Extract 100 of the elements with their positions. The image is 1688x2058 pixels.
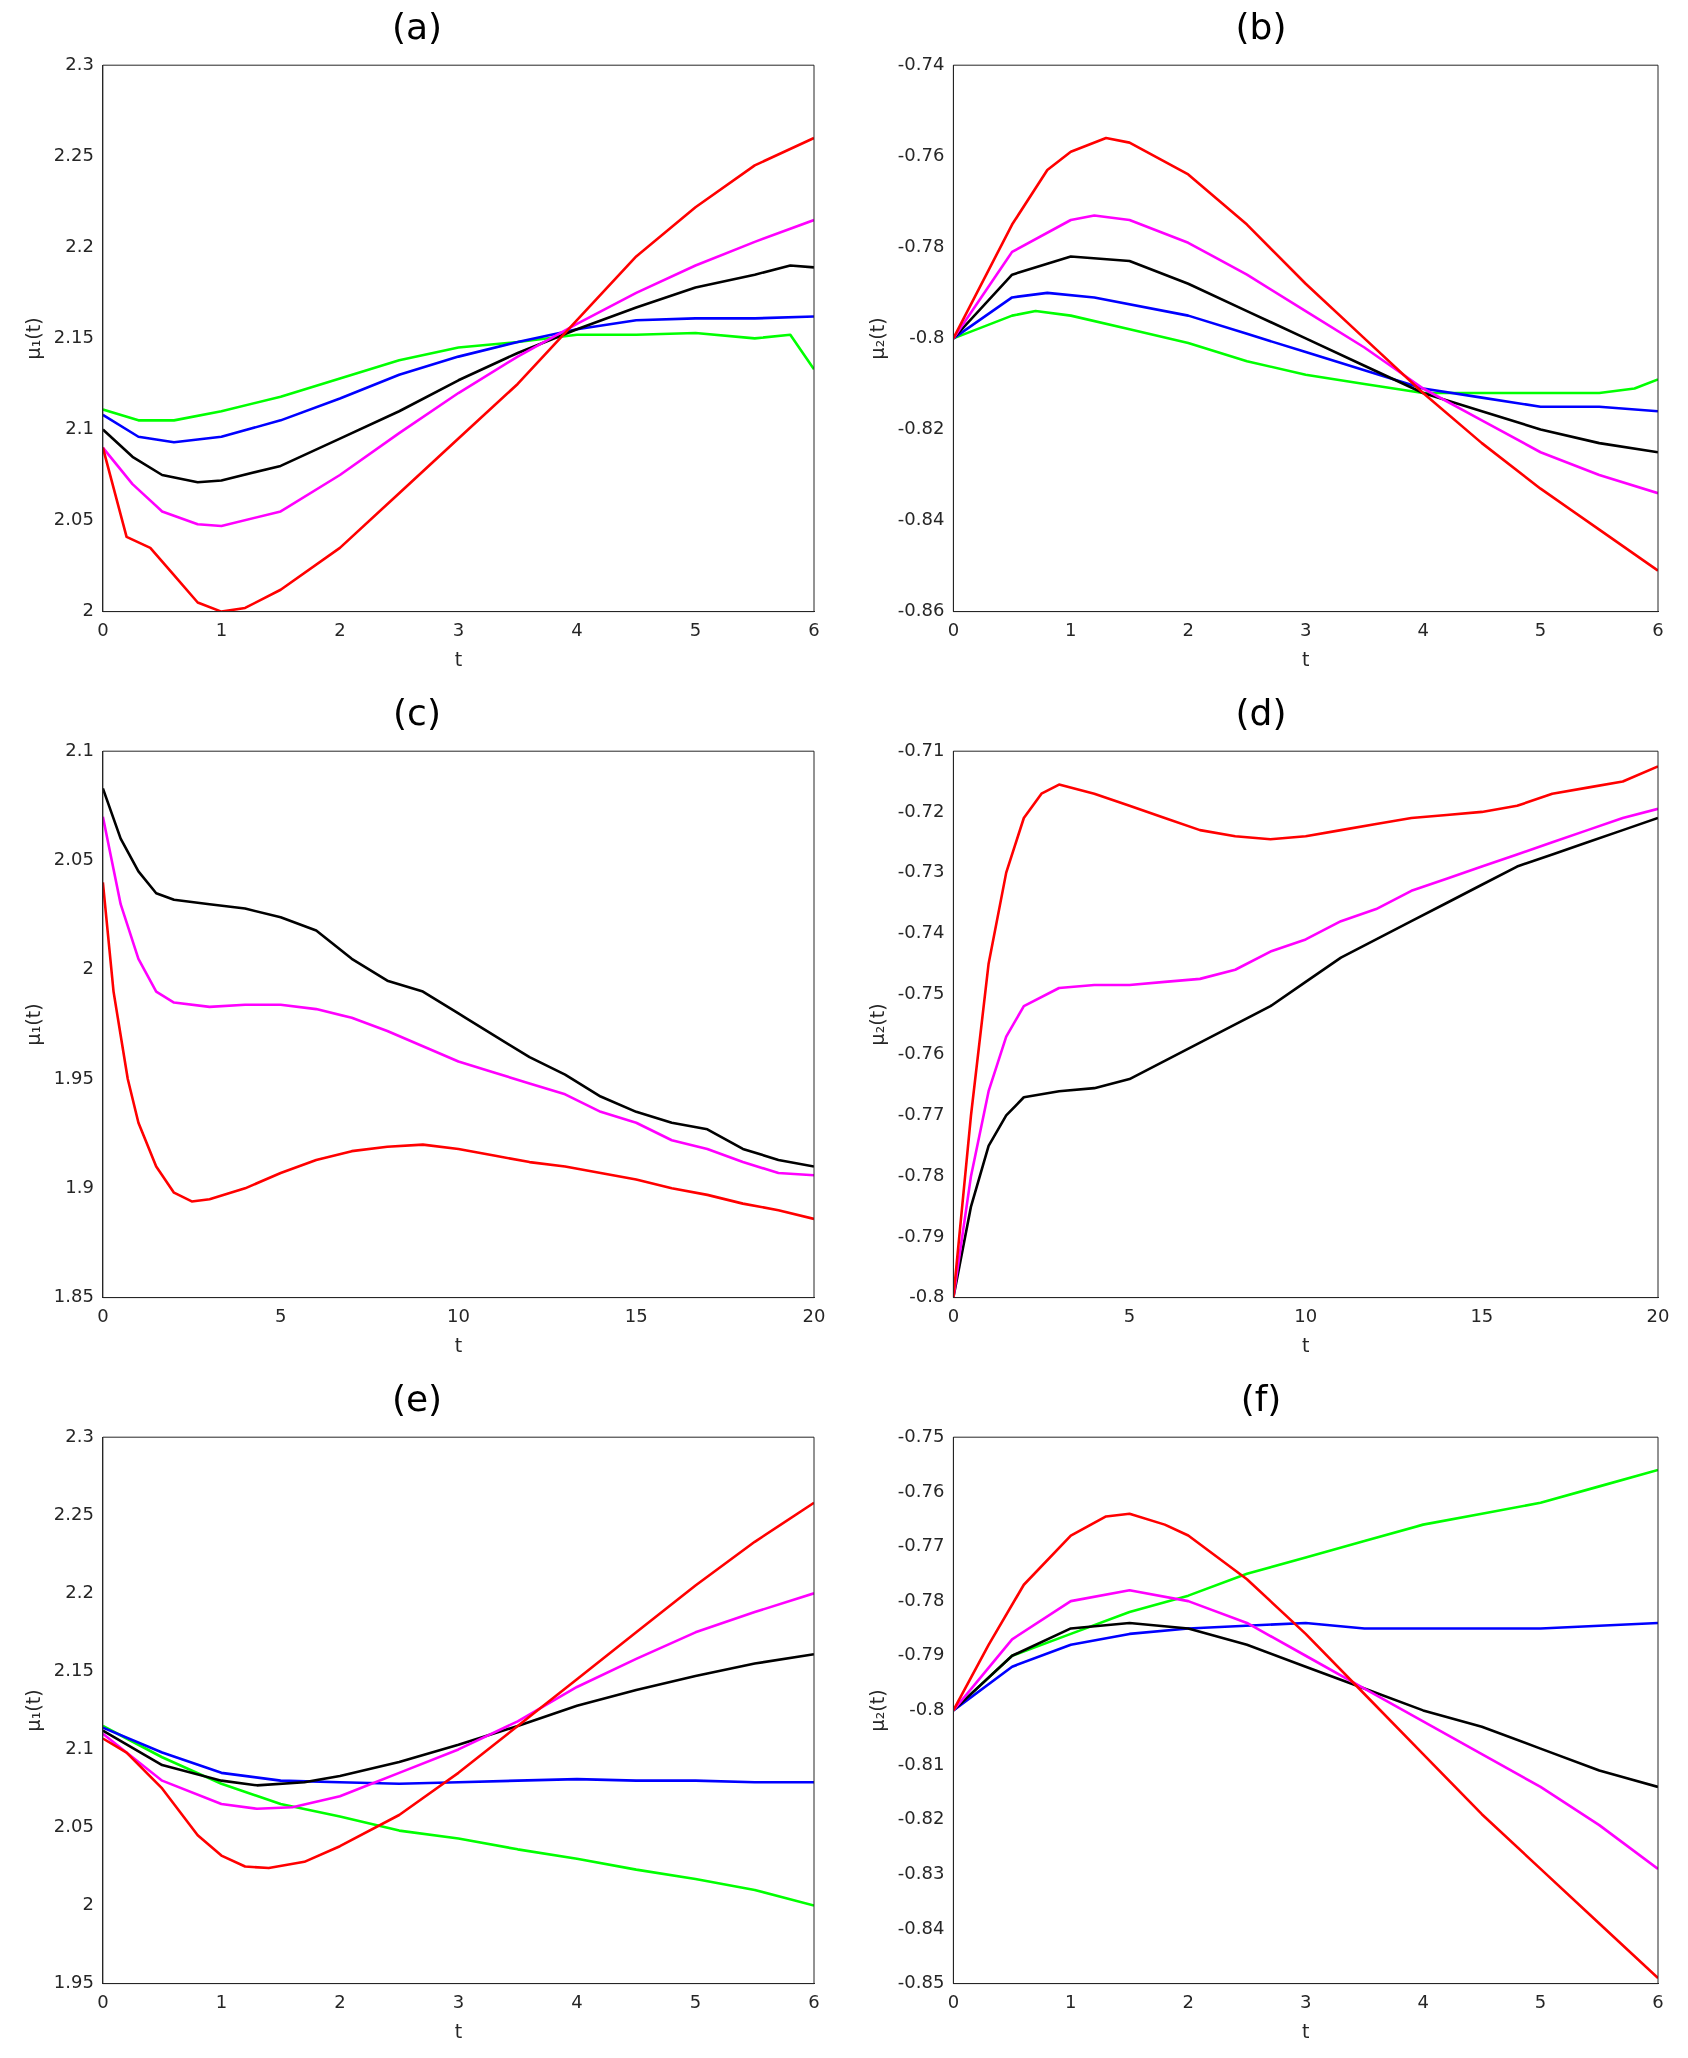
chart-title: (a) xyxy=(391,5,443,47)
x-tick-label: 5 xyxy=(274,1305,287,1327)
x-tick-label: 15 xyxy=(1470,1305,1494,1327)
x-tick-label: 3 xyxy=(452,1991,465,2013)
x-tick-label: 5 xyxy=(1123,1305,1136,1327)
chart-title: (b) xyxy=(1235,5,1287,47)
x-tick-label: 6 xyxy=(1652,1991,1664,2013)
x-tick-label: 10 xyxy=(1294,1305,1318,1327)
x-tick-label: 6 xyxy=(1652,619,1664,641)
y-axis-title: μ₁(t) xyxy=(22,317,45,360)
x-tick-label: 3 xyxy=(452,619,465,641)
x-tick-label: 5 xyxy=(689,1991,702,2013)
x-tick-label: 0 xyxy=(947,1991,960,2013)
y-tick-label: 2.05 xyxy=(53,848,94,870)
x-tick-label: 20 xyxy=(802,1305,826,1327)
y-tick-label: 2.25 xyxy=(53,143,94,165)
x-tick-label: 5 xyxy=(1534,619,1547,641)
y-tick-label: -0.75 xyxy=(897,1424,945,1446)
x-axis-title: t xyxy=(454,2019,463,2042)
y-tick-label: -0.76 xyxy=(897,1042,945,1064)
x-tick-label: 4 xyxy=(1417,619,1429,641)
x-axis-title: t xyxy=(1301,647,1310,670)
y-tick-label: -0.78 xyxy=(897,235,945,257)
y-tick-label: -0.73 xyxy=(897,860,945,882)
x-tick-label: 1 xyxy=(1065,619,1077,641)
x-tick-label: 1 xyxy=(1065,1991,1077,2013)
y-tick-label: -0.75 xyxy=(897,981,945,1003)
y-tick-label: -0.71 xyxy=(897,738,945,760)
y-tick-label: -0.76 xyxy=(897,143,945,165)
y-tick-label: -0.74 xyxy=(897,921,945,943)
y-tick-label: -0.74 xyxy=(897,52,945,74)
chart-title: (e) xyxy=(391,1377,443,1419)
x-tick-label: 2 xyxy=(334,1991,346,2013)
y-axis-title: μ₂(t) xyxy=(866,1003,889,1046)
x-tick-label: 5 xyxy=(1534,1991,1547,2013)
y-tick-label: -0.82 xyxy=(897,417,945,439)
x-tick-label: 0 xyxy=(947,619,960,641)
x-tick-label: 20 xyxy=(1646,1305,1670,1327)
x-tick-label: 3 xyxy=(1299,1991,1312,2013)
x-tick-label: 4 xyxy=(1417,1991,1429,2013)
y-tick-label: -0.72 xyxy=(897,799,945,821)
y-tick-label: -0.84 xyxy=(897,508,945,530)
x-tick-label: 0 xyxy=(97,1305,109,1327)
y-tick-label: -0.83 xyxy=(897,1861,945,1883)
y-tick-label: -0.8 xyxy=(909,1698,945,1720)
x-axis-title: t xyxy=(454,1333,463,1356)
y-tick-label: -0.84 xyxy=(897,1916,945,1938)
y-tick-label: 2.05 xyxy=(53,508,94,530)
y-tick-label: -0.81 xyxy=(897,1752,945,1774)
y-tick-label: 2.3 xyxy=(65,1424,94,1446)
y-tick-label: 2.1 xyxy=(65,417,94,439)
y-tick-label: 2.3 xyxy=(65,52,94,74)
x-tick-label: 0 xyxy=(97,1991,109,2013)
y-tick-label: 2.15 xyxy=(53,326,94,348)
y-axis-title: μ₁(t) xyxy=(22,1003,45,1046)
y-tick-label: -0.78 xyxy=(897,1588,945,1610)
y-tick-label: 2 xyxy=(82,957,94,979)
y-tick-label: 2.05 xyxy=(53,1815,94,1837)
y-tick-label: -0.85 xyxy=(897,1971,945,1993)
y-tick-label: 1.9 xyxy=(65,1175,94,1197)
x-tick-label: 0 xyxy=(947,1305,960,1327)
x-tick-label: 10 xyxy=(446,1305,470,1327)
y-tick-label: 2 xyxy=(82,599,94,621)
y-tick-label: -0.8 xyxy=(909,326,945,348)
y-axis-title: μ₂(t) xyxy=(866,1689,889,1732)
x-tick-label: 6 xyxy=(808,619,820,641)
y-tick-label: 2.1 xyxy=(65,738,94,760)
x-axis-title: t xyxy=(1301,2019,1310,2042)
y-tick-label: -0.77 xyxy=(897,1103,945,1125)
y-tick-label: -0.8 xyxy=(909,1285,945,1307)
y-tick-label: 2.15 xyxy=(53,1659,94,1681)
y-tick-label: 2 xyxy=(82,1893,94,1915)
y-axis-title: μ₁(t) xyxy=(22,1689,45,1732)
y-tick-label: -0.79 xyxy=(897,1224,945,1246)
y-tick-label: 1.85 xyxy=(53,1285,94,1307)
x-tick-label: 0 xyxy=(97,619,109,641)
y-tick-label: 1.95 xyxy=(53,1066,94,1088)
chart-title: (f) xyxy=(1240,1377,1282,1419)
y-tick-label: -0.77 xyxy=(897,1534,945,1556)
x-tick-label: 2 xyxy=(334,619,346,641)
y-tick-label: -0.79 xyxy=(897,1643,945,1665)
y-tick-label: 2.2 xyxy=(65,235,94,257)
x-tick-label: 1 xyxy=(215,1991,228,2013)
chart-title: (d) xyxy=(1235,691,1287,733)
y-tick-label: -0.86 xyxy=(897,599,945,621)
y-tick-label: 2.1 xyxy=(65,1737,94,1759)
x-tick-label: 3 xyxy=(1299,619,1312,641)
x-axis-title: t xyxy=(454,647,463,670)
y-tick-label: -0.78 xyxy=(897,1163,945,1185)
y-tick-label: -0.76 xyxy=(897,1479,945,1501)
x-tick-label: 5 xyxy=(689,619,702,641)
y-axis-title: μ₂(t) xyxy=(866,317,889,360)
chart-title: (c) xyxy=(393,691,441,733)
x-axis-title: t xyxy=(1301,1333,1310,1356)
x-tick-label: 6 xyxy=(808,1991,820,2013)
x-tick-label: 2 xyxy=(1182,619,1194,641)
x-tick-label: 4 xyxy=(571,619,583,641)
y-tick-label: 2.25 xyxy=(53,1502,94,1524)
x-tick-label: 4 xyxy=(571,1991,583,2013)
x-tick-label: 2 xyxy=(1182,1991,1194,2013)
